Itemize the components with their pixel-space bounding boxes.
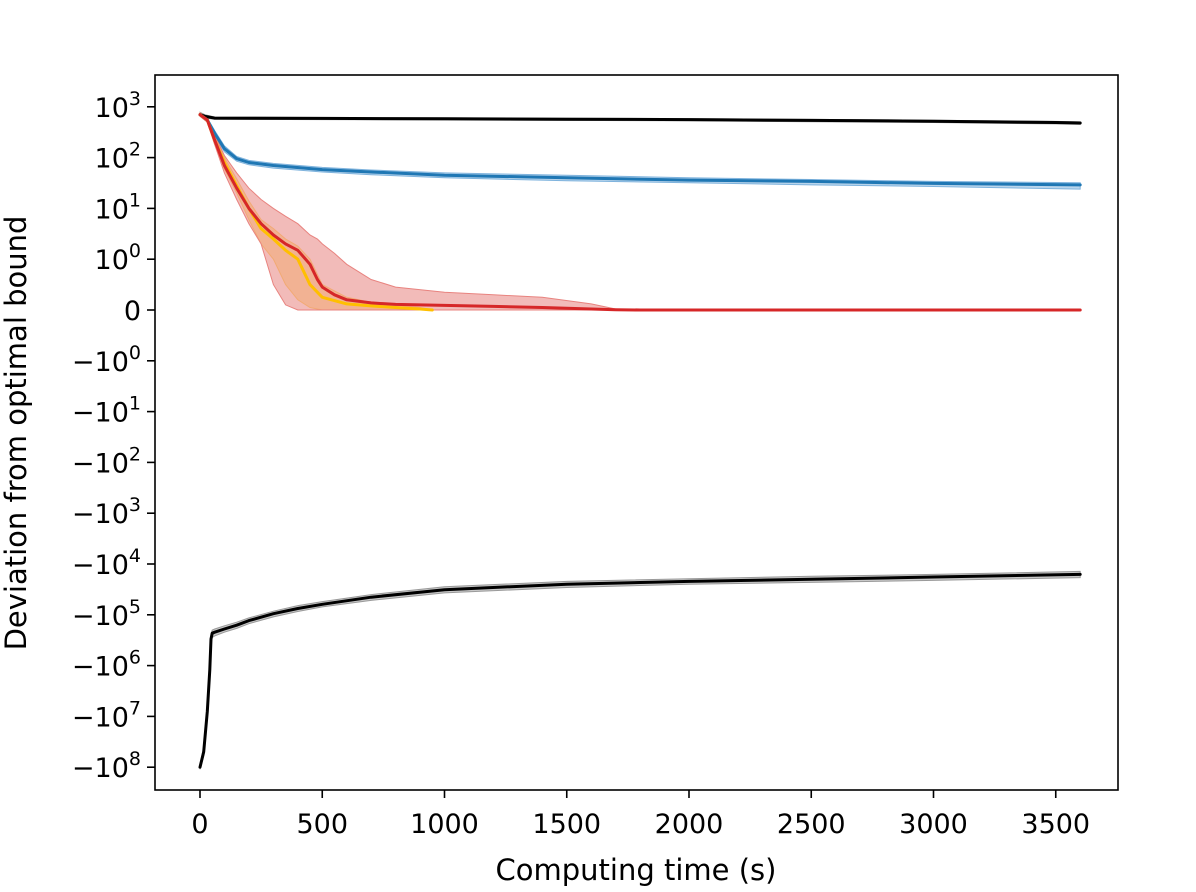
- y-tick-label: −106: [72, 647, 141, 683]
- x-axis-ticks: 0 500 1000 1500 2000 2500 3000 3500: [191, 790, 1090, 840]
- y-tick-label: 0: [124, 296, 141, 327]
- x-tick-label: 1500: [532, 809, 601, 840]
- y-tick-label: 102: [95, 139, 141, 175]
- series-4-band: [199, 112, 1081, 311]
- series-5-band: [199, 570, 1081, 770]
- x-tick-label: 3000: [899, 809, 968, 840]
- y-tick-label: −104: [72, 545, 141, 581]
- x-axis-label: Computing time (s): [496, 853, 777, 887]
- x-tick-label: 1000: [410, 809, 479, 840]
- y-tick-label: 103: [95, 88, 141, 124]
- y-axis-label: Deviation from optimal bound: [0, 216, 33, 651]
- y-tick-label: 100: [95, 240, 141, 276]
- y-tick-label: −103: [72, 494, 141, 530]
- uncertainty-bands: [199, 111, 1081, 770]
- series-4-line: [198, 113, 1082, 312]
- series-lines: [198, 113, 1082, 769]
- series-5-line: [198, 572, 1082, 769]
- y-tick-label: −100: [72, 342, 141, 378]
- y-tick-label: −101: [72, 393, 141, 429]
- x-tick-label: 0: [191, 809, 208, 840]
- series-2-band: [199, 111, 1081, 190]
- x-tick-label: 2500: [777, 809, 846, 840]
- plot-frame: [154, 74, 1119, 791]
- series-2-line: [198, 113, 1082, 187]
- y-tick-label: −105: [72, 596, 141, 632]
- x-tick-label: 500: [296, 809, 348, 840]
- y-axis-ticks: 103 102 101 100 0 −100 −101 −102 −103 −104 −105 −10…: [72, 88, 155, 784]
- y-tick-label: −107: [72, 697, 141, 733]
- x-tick-label: 3500: [1021, 809, 1090, 840]
- y-tick-label: −108: [72, 748, 141, 784]
- series-1-line: [198, 113, 1082, 125]
- y-tick-label: 101: [95, 189, 141, 225]
- y-tick-label: −102: [72, 443, 141, 479]
- x-tick-label: 2000: [655, 809, 724, 840]
